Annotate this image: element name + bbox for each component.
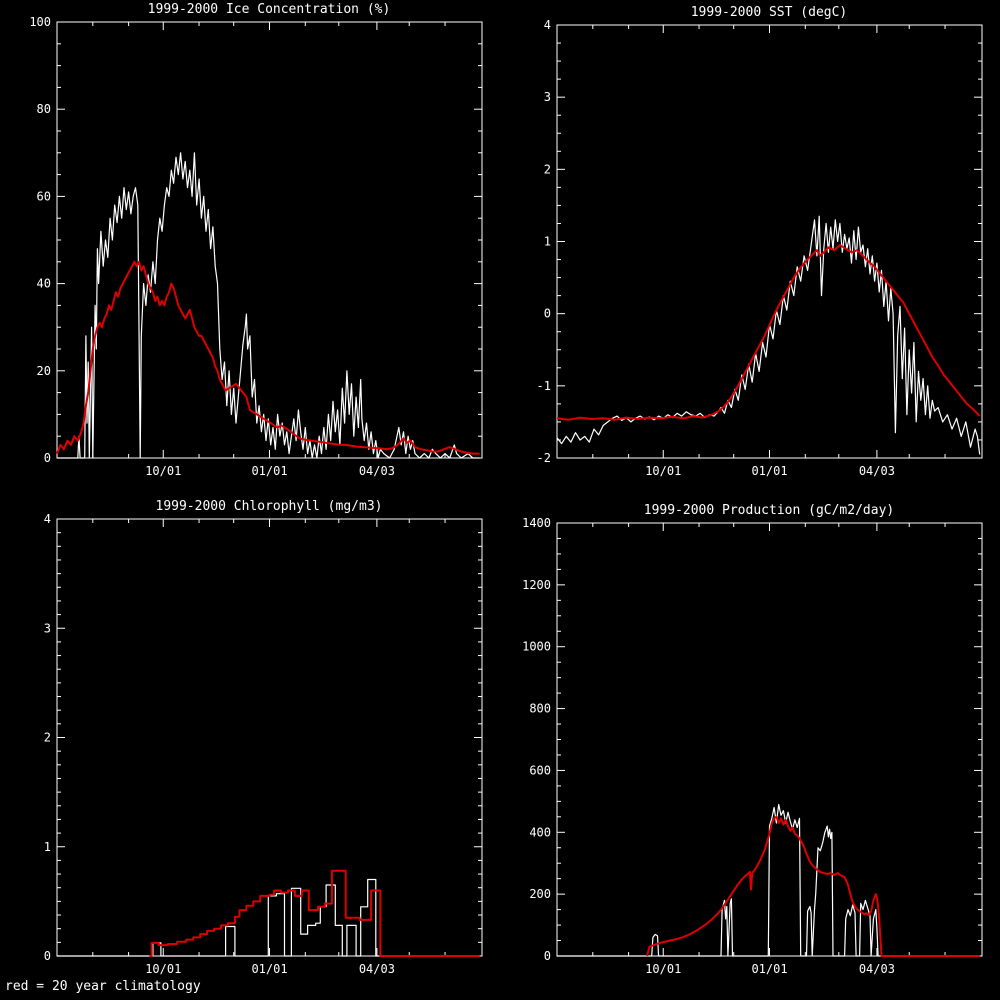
panel-title-sst: 1999-2000 SST (degC): [691, 5, 848, 20]
y-tick-label: 200: [529, 887, 551, 901]
y-tick-label: 80: [37, 102, 51, 116]
panel-title-chlorophyll: 1999-2000 Chlorophyll (mg/m3): [156, 499, 383, 514]
y-tick-label: 20: [37, 364, 51, 378]
series-climatology-line: [56, 260, 480, 455]
axis-ticks: [57, 21, 482, 459]
x-tick-label: 10/01: [145, 962, 181, 976]
x-tick-label: 01/01: [751, 464, 787, 478]
y-tick-label: 4: [544, 18, 551, 32]
series-observed-line: [57, 152, 480, 459]
y-tick-label: 2: [44, 731, 51, 745]
x-tick-label: 10/01: [645, 962, 681, 976]
y-tick-label: 0: [44, 949, 51, 963]
series-observed-line: [557, 803, 980, 957]
y-tick-label: 800: [529, 702, 551, 716]
y-tick-label: 0: [544, 949, 551, 963]
x-tick-label: 04/03: [859, 962, 895, 976]
y-tick-label: 4: [44, 512, 51, 526]
y-tick-label: 400: [529, 825, 551, 839]
x-tick-label: 10/01: [645, 464, 681, 478]
panel-production: 10/01 01/01 04/03 0 200 400 600 800 1000 1200 1400: [522, 516, 983, 976]
y-tick-label: 1400: [522, 516, 551, 530]
x-tick-label: 10/01: [145, 464, 181, 478]
y-tick-label: 60: [37, 189, 51, 203]
panel-sst: 10/01 01/01 04/03 -2 -1 0 1 2 3 4: [537, 18, 983, 478]
panel-title-production: 1999-2000 Production (gC/m2/day): [644, 503, 894, 518]
x-tick-label: 04/03: [359, 464, 395, 478]
y-tick-label: 0: [544, 307, 551, 321]
panel-title-ice: 1999-2000 Ice Concentration (%): [148, 2, 391, 17]
y-tick-label: 3: [44, 621, 51, 635]
y-tick-label: 1: [544, 235, 551, 249]
panel-chlorophyll: 10/01 01/01 04/03 0 1 2 3 4: [44, 512, 483, 976]
y-tick-label: 600: [529, 763, 551, 777]
y-tick-label: 1000: [522, 640, 551, 654]
panel-ice-concentration: 10/01 01/01 04/03 0 20 40 60 80 100: [29, 15, 483, 478]
y-tick-label: 1: [44, 840, 51, 854]
x-tick-label: 01/01: [751, 962, 787, 976]
x-tick-label: 04/03: [359, 962, 395, 976]
series-observed-line: [57, 878, 480, 957]
y-tick-label: 100: [29, 15, 51, 29]
x-tick-label: 01/01: [251, 962, 287, 976]
x-tick-label: 01/01: [251, 464, 287, 478]
series-climatology-line: [556, 244, 981, 421]
legend-note: red = 20 year climatology: [5, 979, 201, 994]
series-climatology-line: [646, 815, 980, 957]
x-tick-label: 04/03: [859, 464, 895, 478]
y-tick-label: 0: [44, 451, 51, 465]
y-tick-label: 40: [37, 277, 51, 291]
y-tick-label: -1: [537, 379, 551, 393]
y-tick-label: 3: [544, 90, 551, 104]
y-tick-label: -2: [537, 451, 551, 465]
series-observed-line: [556, 215, 981, 455]
axis-ticks: [557, 24, 982, 459]
y-tick-label: 2: [544, 162, 551, 176]
series-climatology-line: [149, 869, 480, 957]
y-tick-label: 1200: [522, 578, 551, 592]
